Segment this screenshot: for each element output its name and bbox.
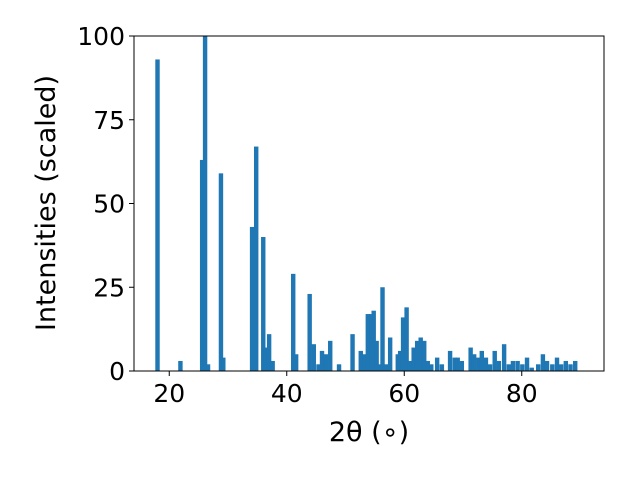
bar — [316, 364, 321, 371]
bar — [468, 347, 473, 371]
bar — [358, 350, 363, 371]
bar — [155, 59, 160, 371]
y-tick-label: 0 — [109, 357, 125, 386]
bar — [404, 307, 409, 371]
y-axis: 0 25 50 75 100 — [77, 22, 134, 386]
y-axis-label: Intensities (scaled) — [31, 75, 62, 331]
bar — [476, 357, 481, 371]
bar — [397, 350, 403, 371]
y-tick-label: 25 — [93, 273, 125, 302]
bar — [311, 344, 316, 371]
bar — [205, 364, 211, 371]
bar — [425, 360, 430, 371]
bar — [362, 354, 367, 371]
x-tick-label: 20 — [153, 379, 185, 408]
bar — [291, 273, 296, 371]
bar — [270, 360, 275, 371]
bar — [202, 36, 208, 371]
bar — [544, 360, 550, 371]
bar — [471, 354, 477, 371]
bar — [563, 360, 569, 371]
bar — [374, 340, 379, 371]
bar — [395, 354, 400, 371]
bar — [568, 364, 573, 371]
bar — [387, 337, 393, 371]
bar — [307, 293, 312, 371]
bar — [492, 350, 497, 371]
x-tick-label: 40 — [271, 379, 303, 408]
bar — [254, 146, 259, 371]
bar — [515, 360, 520, 371]
bar — [263, 347, 269, 371]
bar — [293, 354, 299, 371]
bar — [501, 344, 507, 371]
bar — [479, 350, 485, 371]
bar — [266, 334, 272, 371]
bar — [328, 340, 333, 371]
bar — [336, 364, 342, 371]
bar — [350, 334, 355, 371]
bar — [383, 364, 389, 371]
x-tick-label: 60 — [388, 379, 420, 408]
bar — [323, 354, 329, 371]
bar — [496, 360, 502, 371]
bar — [418, 337, 423, 371]
bar — [365, 314, 371, 371]
bar — [452, 357, 457, 371]
bar — [455, 357, 460, 371]
bar — [459, 360, 465, 371]
bar — [554, 357, 560, 371]
bar — [524, 357, 530, 371]
bar — [377, 364, 382, 371]
bar — [550, 364, 555, 371]
bar — [218, 173, 224, 371]
bar — [529, 367, 534, 371]
bar — [510, 360, 516, 371]
bar — [178, 360, 183, 371]
bar — [506, 364, 512, 371]
bar — [447, 350, 453, 371]
bar — [573, 360, 578, 371]
x-tick-label: 80 — [506, 379, 538, 408]
bar — [400, 317, 406, 371]
bar — [422, 340, 427, 371]
bar — [439, 364, 445, 371]
bar — [199, 159, 205, 371]
bar — [536, 364, 541, 371]
bar — [407, 360, 412, 371]
bar — [487, 364, 493, 371]
bar — [261, 237, 266, 371]
bar — [249, 226, 255, 371]
bar — [483, 357, 489, 371]
bar — [434, 357, 440, 371]
y-tick-label: 100 — [77, 22, 125, 51]
bar — [429, 364, 434, 371]
bars-group — [155, 36, 578, 371]
bar — [411, 347, 416, 371]
bar — [414, 340, 420, 371]
bar — [371, 310, 376, 371]
bar — [558, 364, 564, 371]
y-tick-label: 75 — [93, 106, 125, 135]
bar — [221, 357, 226, 371]
bar — [319, 350, 325, 371]
x-axis-label: 2θ (∘) — [329, 417, 409, 448]
bar — [380, 287, 385, 371]
y-tick-label: 50 — [93, 190, 125, 219]
bar — [520, 364, 525, 371]
bar — [369, 314, 374, 371]
bar — [540, 354, 546, 371]
x-axis: 20 40 60 80 — [153, 371, 538, 408]
